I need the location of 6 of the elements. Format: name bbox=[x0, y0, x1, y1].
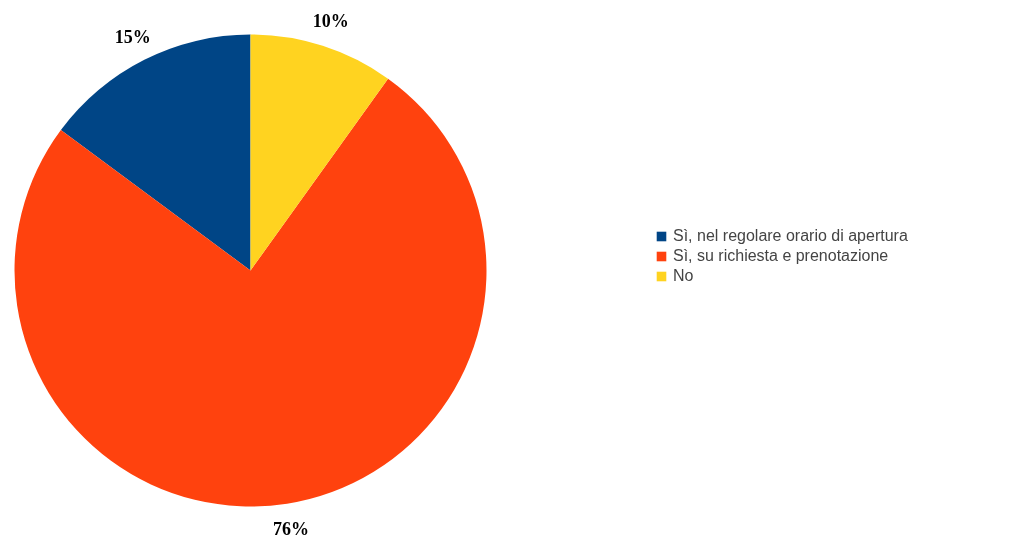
data-label: 15% bbox=[114, 26, 151, 47]
data-label: 10% bbox=[312, 11, 349, 32]
data-label: 76% bbox=[273, 519, 310, 540]
legend-label: No bbox=[673, 267, 694, 285]
legend-label: Sì, su richiesta e prenotazione bbox=[673, 247, 889, 265]
legend-label: Sì, nel regolare orario di apertura bbox=[673, 227, 908, 245]
